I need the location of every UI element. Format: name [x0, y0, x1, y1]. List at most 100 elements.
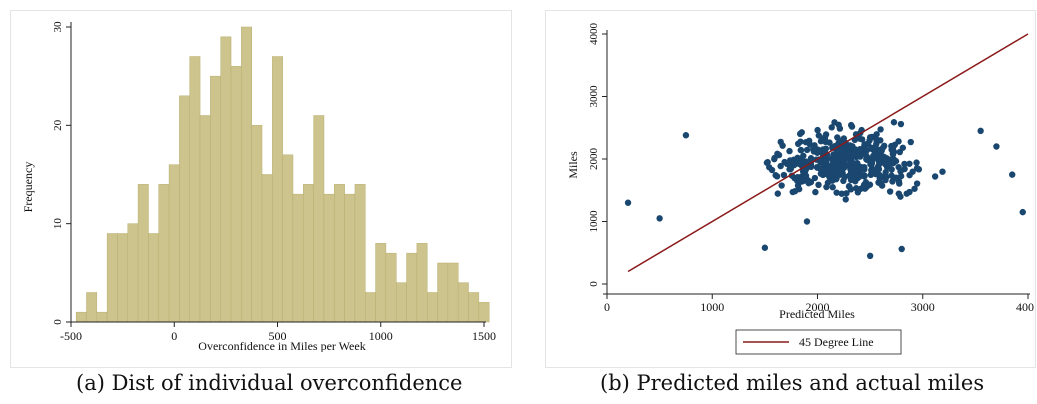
histogram-y-tick-label: 20: [52, 119, 64, 131]
scatter-point: [853, 185, 860, 192]
histogram-bar: [292, 193, 304, 323]
histogram-x-tick-label: 500: [269, 329, 287, 343]
histogram-bar: [478, 302, 490, 323]
scatter-point: [888, 166, 895, 173]
scatter-point: [848, 123, 856, 130]
histogram-x-tick-label: -500: [60, 329, 82, 343]
scatter-point: [882, 168, 889, 176]
scatter-panel: [545, 10, 1036, 368]
caption-b: (b) Predicted miles and actual miles: [600, 371, 985, 395]
scatter-point: [874, 146, 882, 153]
scatter-point: [803, 218, 811, 225]
histogram-bar: [96, 311, 108, 323]
predicted-vs-actual-scatter: 0 1000 2000 3000 4000 0 1000 2000 3000 4000 Predi…: [566, 23, 1034, 355]
histogram-bar: [220, 36, 232, 323]
scatter-point: [911, 185, 918, 192]
histogram-y-axis-label: Frequency: [21, 162, 35, 213]
scatter-y-tick-label: 0: [588, 281, 600, 287]
scatter-point: [794, 154, 801, 162]
histogram-bar: [230, 66, 242, 323]
histogram-bar: [251, 125, 263, 323]
scatter-point: [890, 148, 898, 156]
scatter-point: [891, 141, 899, 149]
caption-a: (a) Dist of individual overconfidence: [76, 371, 463, 395]
histogram-x-axis-label: Overconfidence in Miles per Week: [198, 339, 365, 352]
histogram-bar: [375, 243, 387, 323]
scatter-point: [835, 121, 842, 129]
scatter-point: [840, 177, 847, 185]
scatter-point: [875, 165, 883, 173]
histogram-y-tick-label: 30: [52, 21, 64, 33]
scatter-point: [867, 158, 875, 165]
scatter-point: [803, 146, 811, 154]
scatter-point: [897, 172, 905, 180]
histogram-bar: [241, 26, 252, 323]
scatter-point: [853, 160, 860, 167]
scatter-point: [822, 145, 830, 152]
scatter-point: [882, 161, 889, 168]
histogram-bar: [106, 233, 118, 323]
scatter-point: [901, 160, 908, 168]
scatter-point: [774, 190, 781, 197]
histogram-bar: [282, 154, 294, 323]
scatter-point: [800, 152, 807, 159]
scatter-legend: 45 Degree Line: [735, 329, 902, 355]
scatter-point: [906, 188, 913, 196]
scatter-point: [773, 173, 781, 180]
scatter-y-tick-label: 4000: [588, 23, 600, 46]
scatter-point: [656, 215, 663, 222]
scatter-point: [774, 150, 781, 158]
scatter-point: [763, 159, 771, 166]
scatter-point: [890, 159, 897, 167]
scatter-point: [895, 190, 903, 197]
scatter-point: [847, 160, 854, 167]
scatter-y-axis-label: Miles: [566, 151, 580, 179]
forty-five-degree-line: [627, 33, 1029, 273]
scatter-point: [869, 169, 877, 176]
scatter-point: [886, 188, 894, 195]
scatter-x-axis-label: Predicted Miles: [779, 307, 855, 321]
scatter-point: [897, 168, 904, 175]
scatter-point: [907, 138, 914, 146]
histogram-bar: [168, 164, 180, 323]
histogram-bar: [75, 311, 87, 323]
scatter-point: [1009, 171, 1016, 178]
scatter-x-tick-label: 4000: [1016, 300, 1034, 314]
histogram-bar: [313, 115, 325, 323]
scatter-point: [890, 119, 898, 126]
histogram-x-tick-label: 1000: [369, 329, 393, 343]
scatter-x-tick-label: 1000: [700, 300, 724, 314]
scatter-point: [899, 144, 907, 151]
scatter-point: [897, 120, 905, 128]
scatter-point: [977, 127, 984, 135]
histogram-bar: [148, 233, 160, 323]
scatter-x-tick-label: 0: [604, 300, 610, 314]
scatter-point: [833, 189, 840, 196]
histogram-bar: [385, 252, 397, 323]
scatter-point: [877, 126, 884, 133]
scatter-point: [824, 169, 832, 176]
scatter-point: [780, 171, 788, 179]
scatter-point: [805, 137, 813, 145]
scatter-point: [815, 132, 822, 139]
scatter-point: [846, 183, 853, 190]
scatter-point: [814, 126, 821, 134]
scatter-point: [860, 183, 867, 190]
scatter-point: [831, 167, 839, 174]
scatter-point: [821, 136, 829, 143]
scatter-point: [779, 142, 786, 149]
scatter-point: [866, 181, 874, 188]
scatter-point: [913, 159, 920, 166]
histogram-bar: [86, 292, 98, 323]
scatter-point: [931, 173, 939, 180]
scatter-point: [873, 135, 880, 143]
histogram-bar: [426, 292, 438, 323]
scatter-y-tick-label: 2000: [588, 148, 600, 171]
scatter-point: [863, 147, 871, 154]
scatter-point: [794, 173, 801, 181]
scatter-point: [778, 182, 785, 189]
histogram-bar: [468, 292, 480, 323]
histogram-bar: [137, 184, 149, 323]
histogram-bar: [199, 115, 211, 323]
scatter-point: [791, 188, 799, 195]
